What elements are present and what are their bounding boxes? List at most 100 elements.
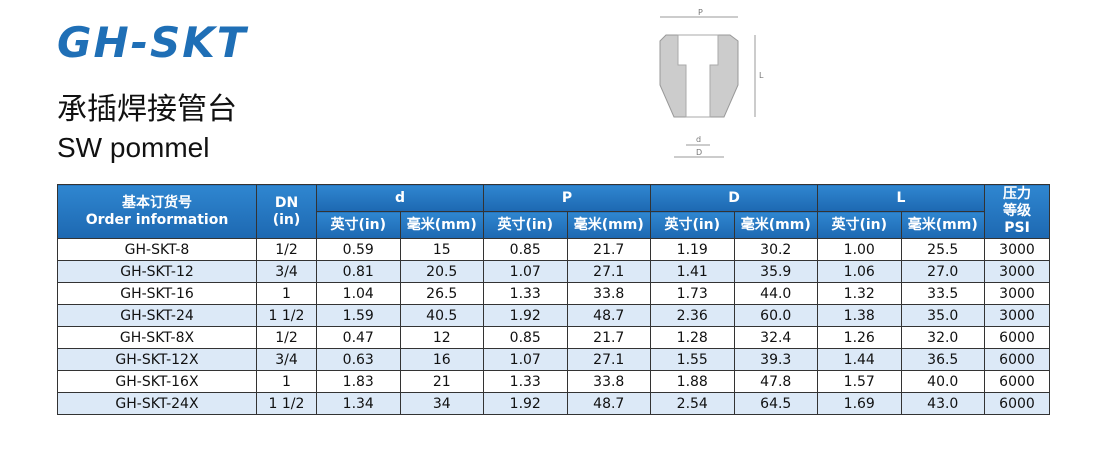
subtitle-cn: 承插焊接管台 — [57, 92, 237, 127]
table-cell: 1/2 — [256, 326, 317, 349]
header-text: (in) — [272, 211, 301, 228]
unit-header: 毫米(mm) — [399, 211, 484, 239]
table-cell: 1.55 — [650, 348, 735, 371]
table-cell: 1.44 — [817, 348, 902, 371]
table-cell: 3000 — [984, 304, 1050, 327]
unit-header: 毫米(mm) — [566, 211, 651, 239]
table-cell: 0.85 — [483, 326, 568, 349]
table-cell: 1.88 — [650, 370, 735, 393]
table-cell: 1.41 — [650, 260, 735, 283]
sub-header-row: 英寸(in) 毫米(mm) 英寸(in) 毫米(mm) 英寸(in) 毫米(mm) 英寸(i… — [58, 211, 1050, 239]
table-cell: 33.8 — [566, 282, 651, 305]
table-cell: 47.8 — [733, 370, 818, 393]
table-cell: 30.2 — [733, 238, 818, 261]
table-cell: 2.54 — [650, 392, 735, 415]
bore — [677, 34, 719, 118]
table-cell: 40.5 — [399, 304, 484, 327]
table-row: GH-SKT-12X 3/4 0.63 16 1.07 27.1 1.55 39.3 1.44 3… — [57, 348, 1050, 371]
table-cell: 1 1/2 — [256, 392, 317, 415]
table-row: GH-SKT-12 3/4 0.81 20.5 1.07 27.1 1.41 35.9 1.06… — [57, 260, 1050, 283]
dim-label: P — [698, 8, 703, 17]
table-cell: 40.0 — [900, 370, 985, 393]
table-cell: 1.69 — [817, 392, 902, 415]
unit-header: 英寸(in) — [483, 211, 568, 239]
table-cell: 1.92 — [483, 392, 568, 415]
header-text: 基本订货号 — [122, 194, 192, 211]
table-cell: 15 — [399, 238, 484, 261]
unit-header: 英寸(in) — [817, 211, 902, 239]
table-cell: 64.5 — [733, 392, 818, 415]
table-cell: GH-SKT-12X — [57, 348, 257, 371]
header-text: PSI — [1004, 220, 1030, 236]
unit-header: 毫米(mm) — [900, 211, 985, 239]
table-row: GH-SKT-24X 1 1/2 1.34 34 1.92 48.7 2.54 64.5 1.6… — [57, 392, 1050, 415]
table-cell: 35.9 — [733, 260, 818, 283]
table-cell: 1.26 — [817, 326, 902, 349]
subtitle-en: SW pommel — [57, 132, 210, 163]
table-cell: 1.92 — [483, 304, 568, 327]
table-cell: 2.36 — [650, 304, 735, 327]
table-cell: 1.28 — [650, 326, 735, 349]
table-cell: 1.04 — [316, 282, 401, 305]
table-cell: 27.0 — [900, 260, 985, 283]
table-row: GH-SKT-8 1/2 0.59 15 0.85 21.7 1.19 30.2 1.00 25.… — [57, 238, 1050, 261]
unit-header: 英寸(in) — [650, 211, 735, 239]
table-cell: 32.4 — [733, 326, 818, 349]
table-cell: 1.32 — [817, 282, 902, 305]
table-cell: 26.5 — [399, 282, 484, 305]
header-text: DN — [274, 194, 299, 211]
table-cell: 1.57 — [817, 370, 902, 393]
table-cell: 39.3 — [733, 348, 818, 371]
table-cell: 0.81 — [316, 260, 401, 283]
group-header: D — [650, 184, 818, 212]
table-cell: GH-SKT-12 — [57, 260, 257, 283]
table-cell: GH-SKT-24 — [57, 304, 257, 327]
header-text: 压力 — [1003, 186, 1031, 202]
table-cell: 1.38 — [817, 304, 902, 327]
table-cell: 1.07 — [483, 348, 568, 371]
table-body: GH-SKT-8 1/2 0.59 15 0.85 21.7 1.19 30.2 1.00 25.… — [57, 238, 1050, 415]
table-cell: 1/2 — [256, 238, 317, 261]
table-cell: GH-SKT-8 — [57, 238, 257, 261]
dim-label: D — [696, 148, 702, 157]
table-cell: 6000 — [984, 370, 1050, 393]
table-cell: 36.5 — [900, 348, 985, 371]
table-cell: 21 — [399, 370, 484, 393]
table-cell: 43.0 — [900, 392, 985, 415]
dim-label: d — [696, 135, 701, 144]
table-cell: 1.59 — [316, 304, 401, 327]
table-cell: 0.47 — [316, 326, 401, 349]
group-header: P — [483, 184, 651, 212]
table-cell: GH-SKT-24X — [57, 392, 257, 415]
table-cell: 33.5 — [900, 282, 985, 305]
table-cell: 20.5 — [399, 260, 484, 283]
table-cell: 32.0 — [900, 326, 985, 349]
table-cell: 27.1 — [566, 260, 651, 283]
table-cell: 1.33 — [483, 282, 568, 305]
table-row: GH-SKT-8X 1/2 0.47 12 0.85 21.7 1.28 32.4 1.26 32… — [57, 326, 1050, 349]
table-cell: 1.07 — [483, 260, 568, 283]
table-cell: 0.63 — [316, 348, 401, 371]
table-cell: 6000 — [984, 392, 1050, 415]
table-cell: 0.85 — [483, 238, 568, 261]
table-row: GH-SKT-24 1 1/2 1.59 40.5 1.92 48.7 2.36 60.0 1.… — [57, 304, 1050, 327]
table-cell: 3/4 — [256, 260, 317, 283]
table-cell: GH-SKT-8X — [57, 326, 257, 349]
table-cell: 1.00 — [817, 238, 902, 261]
group-header: d — [316, 184, 484, 212]
table-cell: 27.1 — [566, 348, 651, 371]
table-cell: GH-SKT-16 — [57, 282, 257, 305]
header-text: Order information — [85, 211, 229, 228]
title: GH-SKT — [57, 18, 248, 67]
table-cell: 1 — [256, 370, 317, 393]
order-header: 基本订货号 Order information — [57, 184, 257, 239]
table-cell: 35.0 — [900, 304, 985, 327]
table-cell: 21.7 — [566, 326, 651, 349]
table-cell: 0.59 — [316, 238, 401, 261]
diagram: P L d D — [659, 8, 764, 158]
table-cell: 34 — [399, 392, 484, 415]
table-cell: 21.7 — [566, 238, 651, 261]
table-cell: 3000 — [984, 238, 1050, 261]
table-cell: 12 — [399, 326, 484, 349]
unit-header: 英寸(in) — [316, 211, 401, 239]
